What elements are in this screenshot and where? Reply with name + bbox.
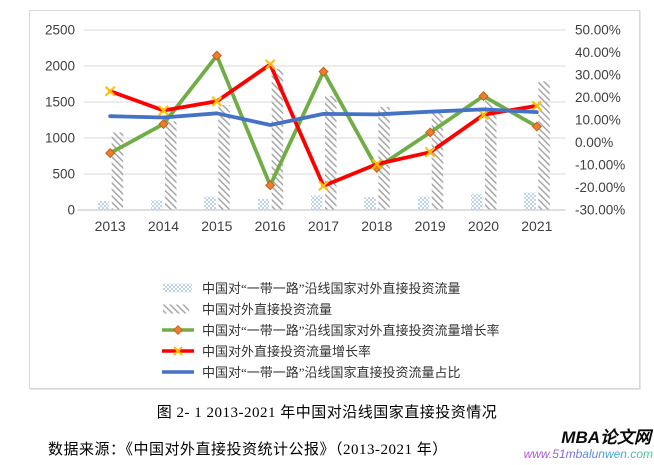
legend-label: 中国对“一带一路”沿线国家直接投资流量占比 <box>202 365 461 380</box>
watermark-site-url: www.51mbalunwen.com <box>523 447 653 461</box>
svg-text:2013: 2013 <box>95 218 126 234</box>
watermark-site-name: MBA论文网 <box>561 428 651 447</box>
svg-text:2500: 2500 <box>45 23 75 38</box>
svg-text:0.00%: 0.00% <box>575 135 613 150</box>
chart-plot-area: 2500 2000 1500 1000 500 0 50.00% 40.00% 30.00% 20… <box>45 23 625 235</box>
bar-series-1 <box>111 68 550 210</box>
svg-text:20.00%: 20.00% <box>575 90 621 105</box>
line-series-2 <box>108 107 539 127</box>
chart-legend: 中国对“一带一路”沿线国家对外直接投资流量 中国对外直接投资流量 <box>161 277 500 382</box>
svg-text:2017: 2017 <box>308 218 339 234</box>
svg-text:-30.00%: -30.00% <box>575 203 625 218</box>
chart-frame: 2500 2000 1500 1000 500 0 50.00% 40.00% 30.00% 20… <box>29 10 640 389</box>
red-line-x-swatch-icon <box>162 346 194 355</box>
svg-text:500: 500 <box>52 167 75 182</box>
legend-label: 中国对“一带一路”沿线国家对外直接投资流量 <box>202 281 461 296</box>
svg-text:30.00%: 30.00% <box>575 68 621 83</box>
svg-text:2020: 2020 <box>468 218 499 234</box>
figure-caption: 图 2- 1 2013-2021 年中国对沿线国家直接投资情况 <box>156 405 498 421</box>
legend-item-brnr-share: 中国对“一带一路”沿线国家直接投资流量占比 <box>161 361 500 382</box>
bar-series-0 <box>97 192 536 210</box>
legend-item-brnr-growth: 中国对“一带一路”沿线国家对外直接投资流量增长率 <box>161 319 500 340</box>
legend-label: 中国对“一带一路”沿线国家对外直接投资流量增长率 <box>202 323 500 338</box>
svg-text:2019: 2019 <box>415 218 446 234</box>
svg-text:-10.00%: -10.00% <box>575 158 625 173</box>
svg-text:2018: 2018 <box>361 218 392 234</box>
x-axis-labels: 2013 2014 2015 2016 2017 2018 2019 2020 2021 <box>95 218 553 234</box>
svg-text:2021: 2021 <box>521 218 552 234</box>
legend-item-brnr-flow: 中国对“一带一路”沿线国家对外直接投资流量 <box>161 277 500 298</box>
svg-text:1000: 1000 <box>45 131 75 146</box>
source-note: 数据来源：《中国对外直接投资统计公报》（2013-2021 年） <box>48 442 448 458</box>
line-series-1 <box>105 59 542 191</box>
legend-label: 中国对外直接投资流量增长率 <box>202 344 372 359</box>
svg-text:2000: 2000 <box>45 59 75 74</box>
hatched-bar-swatch-icon <box>163 304 189 313</box>
svg-text:0: 0 <box>67 203 75 218</box>
legend-label: 中国对外直接投资流量 <box>202 302 333 317</box>
legend-item-total-flow: 中国对外直接投资流量 <box>161 298 500 319</box>
dotted-bar-swatch-icon <box>163 283 192 292</box>
svg-text:10.00%: 10.00% <box>575 113 621 128</box>
green-line-diamond-swatch-icon <box>162 324 194 335</box>
svg-text:40.00%: 40.00% <box>575 45 621 60</box>
right-axis-labels: 50.00% 40.00% 30.00% 20.00% 10.00% 0.00% -10.0… <box>575 23 625 218</box>
svg-text:2016: 2016 <box>255 218 286 234</box>
svg-text:-20.00%: -20.00% <box>575 180 625 195</box>
legend-item-total-growth: 中国对外直接投资流量增长率 <box>161 340 500 361</box>
svg-text:2014: 2014 <box>148 218 179 234</box>
blue-line-swatch-icon <box>162 369 194 374</box>
left-axis-labels: 2500 2000 1500 1000 500 0 <box>45 23 75 218</box>
svg-text:2015: 2015 <box>201 218 232 234</box>
svg-text:50.00%: 50.00% <box>575 23 621 38</box>
svg-text:1500: 1500 <box>45 95 75 110</box>
